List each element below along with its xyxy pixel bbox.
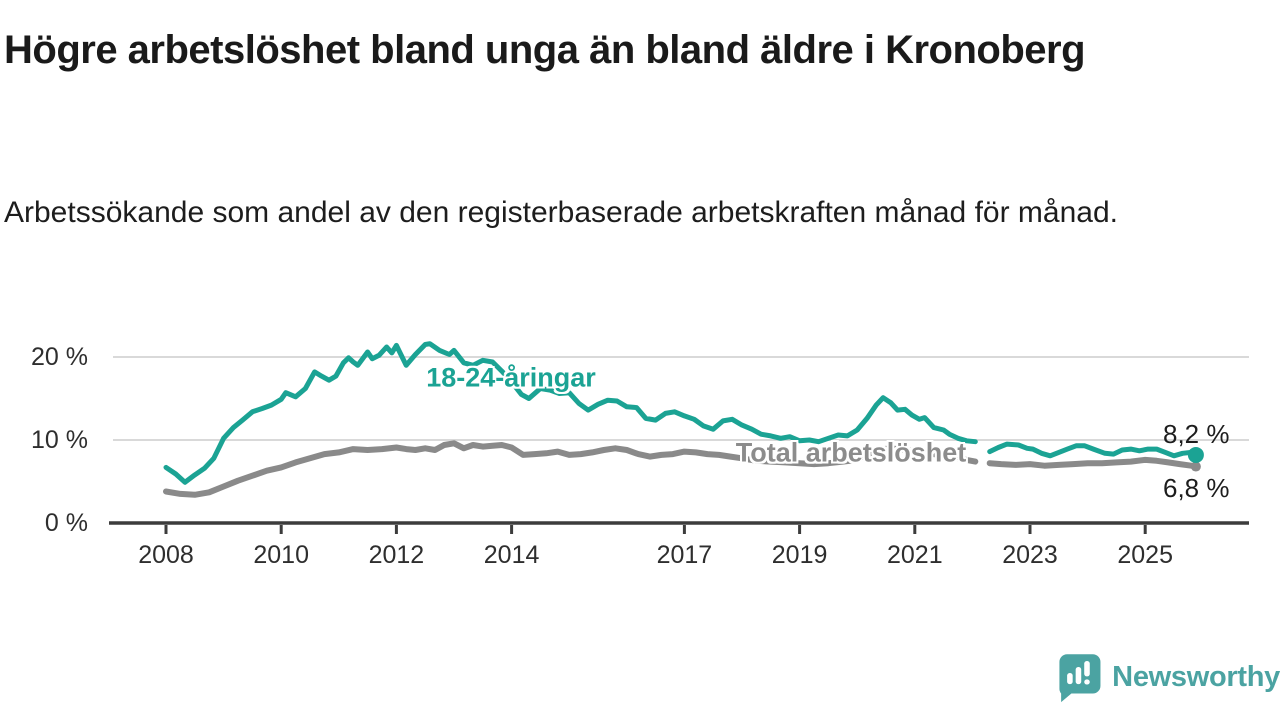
page-title: Högre arbetslöshet bland unga än bland ä… bbox=[4, 28, 1086, 72]
series-line-youth bbox=[163, 341, 978, 485]
x-tick-label: 2012 bbox=[368, 541, 425, 569]
logo-text: Newsworthy bbox=[1112, 660, 1280, 693]
series-line-total bbox=[163, 440, 979, 498]
end-value-label-total: 6,8 % bbox=[1163, 473, 1230, 503]
x-tick-label: 2008 bbox=[138, 541, 194, 569]
series-end-dot-total bbox=[1190, 461, 1201, 472]
x-tick-label: 2025 bbox=[1117, 541, 1173, 569]
series-label-total: Total arbetslöshet bbox=[735, 437, 967, 468]
bar-chart-speech-bubble-icon bbox=[1059, 654, 1101, 703]
series-line-total bbox=[986, 456, 1199, 470]
series-end-dot-youth bbox=[1187, 446, 1204, 463]
x-tick-label: 2010 bbox=[253, 541, 309, 569]
y-tick-label: 0 % bbox=[44, 509, 88, 537]
x-tick-label: 2014 bbox=[483, 541, 540, 569]
chart-subtitle: Arbetssökande som andel av den registerb… bbox=[4, 196, 1118, 229]
x-tick-label: 2021 bbox=[886, 541, 943, 569]
y-tick-label: 20 % bbox=[31, 343, 88, 371]
end-value-label-youth: 8,2 % bbox=[1163, 419, 1230, 449]
newsworthy-logo: Newsworthy bbox=[1056, 648, 1280, 710]
x-tick-label: 2023 bbox=[1002, 541, 1058, 569]
series-label-youth: 18-24-åringar bbox=[426, 362, 596, 393]
x-tick-label: 2019 bbox=[771, 541, 828, 569]
series-line-youth bbox=[987, 441, 1199, 459]
y-tick-label: 10 % bbox=[31, 426, 88, 454]
x-tick-label: 2017 bbox=[656, 541, 713, 569]
